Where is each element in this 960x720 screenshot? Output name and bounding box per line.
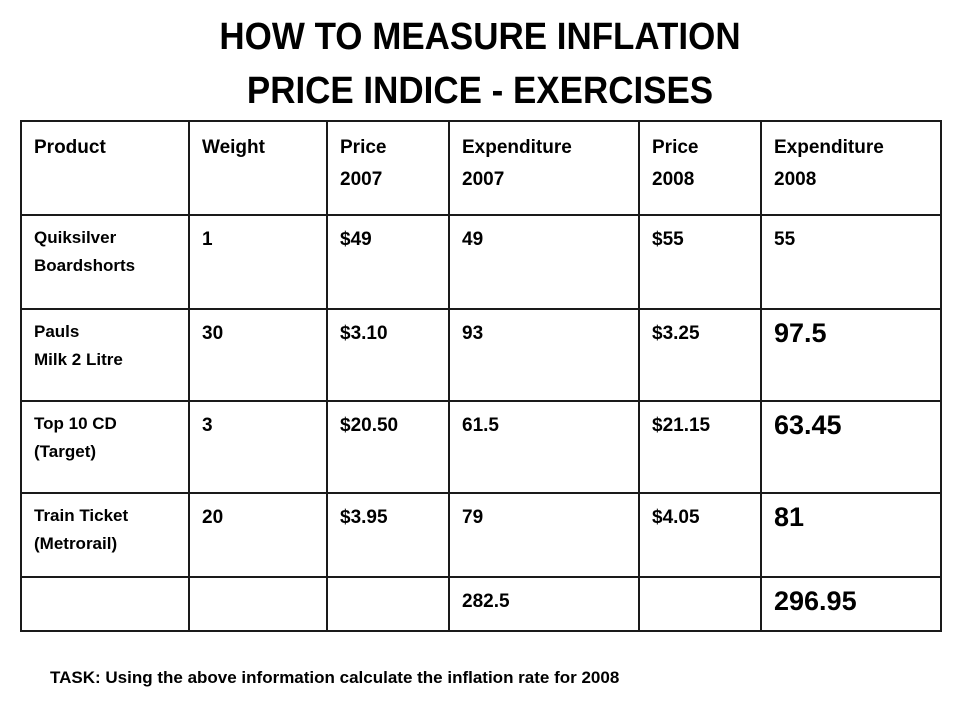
totals-empty-cell xyxy=(188,576,328,632)
header-price-2008: Price 2008 xyxy=(638,120,762,216)
expenditure-2008-cell: 55 xyxy=(760,214,942,310)
price-2007-cell: $3.95 xyxy=(326,492,450,578)
weight-cell: 1 xyxy=(188,214,328,310)
product-cell: Pauls Milk 2 Litre xyxy=(20,308,190,402)
product-cell: Quiksilver Boardshorts xyxy=(20,214,190,310)
price-2007-cell: $49 xyxy=(326,214,450,310)
price-2007-cell: $3.10 xyxy=(326,308,450,402)
header-product: Product xyxy=(20,120,190,216)
page-title: HOW TO MEASURE INFLATION PRICE INDICE - … xyxy=(38,10,921,118)
price-2008-cell: $21.15 xyxy=(638,400,762,494)
weight-cell: 30 xyxy=(188,308,328,402)
price-2007-cell: $20.50 xyxy=(326,400,450,494)
header-expenditure-2007: Expenditure 2007 xyxy=(448,120,640,216)
title-line-1: HOW TO MEASURE INFLATION xyxy=(219,16,741,58)
price-2008-cell: $3.25 xyxy=(638,308,762,402)
expenditure-2007-cell: 93 xyxy=(448,308,640,402)
expenditure-2008-cell: 63.45 xyxy=(760,400,942,494)
price-2008-cell: $4.05 xyxy=(638,492,762,578)
product-cell: Train Ticket (Metrorail) xyxy=(20,492,190,578)
total-expenditure-2007: 282.5 xyxy=(448,576,640,632)
task-text: TASK: Using the above information calcul… xyxy=(50,668,620,687)
header-price-2007: Price 2007 xyxy=(326,120,450,216)
header-expenditure-2008: Expenditure 2008 xyxy=(760,120,942,216)
table-row: Quiksilver Boardshorts 1 $49 49 $55 55 xyxy=(20,214,942,310)
totals-empty-cell xyxy=(326,576,450,632)
table-row: Top 10 CD (Target) 3 $20.50 61.5 $21.15 6… xyxy=(20,400,942,494)
header-weight: Weight xyxy=(188,120,328,216)
totals-empty-cell xyxy=(20,576,190,632)
product-cell: Top 10 CD (Target) xyxy=(20,400,190,494)
header-row: Product Weight Price 2007 Expenditure 2007… xyxy=(20,120,942,216)
table-row: Pauls Milk 2 Litre 30 $3.10 93 $3.25 97.5 xyxy=(20,308,942,402)
expenditure-2008-cell: 81 xyxy=(760,492,942,578)
totals-row: 282.5 296.95 xyxy=(20,576,942,632)
expenditure-2007-cell: 61.5 xyxy=(448,400,640,494)
price-2008-cell: $55 xyxy=(638,214,762,310)
weight-cell: 3 xyxy=(188,400,328,494)
expenditure-2007-cell: 49 xyxy=(448,214,640,310)
total-expenditure-2008: 296.95 xyxy=(760,576,942,632)
expenditure-2007-cell: 79 xyxy=(448,492,640,578)
totals-empty-cell xyxy=(638,576,762,632)
price-index-table: Product Weight Price 2007 Expenditure 2007… xyxy=(20,120,942,632)
title-line-2: PRICE INDICE - EXERCISES xyxy=(246,70,714,112)
weight-cell: 20 xyxy=(188,492,328,578)
table-row: Train Ticket (Metrorail) 20 $3.95 79 $4.0… xyxy=(20,492,942,578)
expenditure-2008-cell: 97.5 xyxy=(760,308,942,402)
